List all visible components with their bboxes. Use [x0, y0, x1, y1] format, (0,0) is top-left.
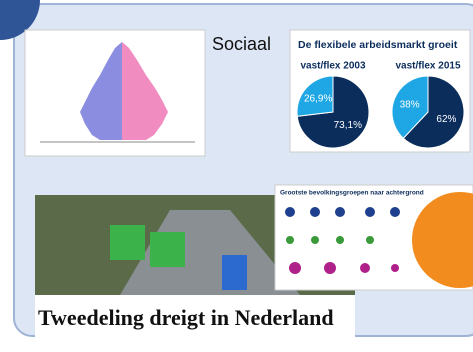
flex-title: De flexibele arbeidsmarkt groeit — [298, 39, 458, 51]
photo-headline: Tweedeling dreigt in Nederland — [38, 305, 334, 330]
corner-circle — [0, 0, 40, 40]
pie-slice — [391, 75, 429, 139]
infographic-dots — [285, 207, 400, 217]
photo-cart — [110, 225, 145, 260]
pie-slice — [402, 75, 465, 149]
pie-slice — [296, 75, 334, 117]
photo-suitcase — [222, 255, 247, 290]
pie-label: vast/flex 2015 — [395, 61, 460, 72]
pyramid-women — [122, 42, 168, 140]
infographic-title: Grootste bevolkingsgroepen naar achtergr… — [280, 190, 424, 197]
pie-value-label: 62% — [436, 114, 456, 125]
photo-road — [120, 210, 300, 295]
pyramid-men — [80, 42, 122, 140]
infographic-dots — [289, 262, 399, 274]
pie-value-label: 38% — [400, 99, 420, 110]
pie-value-label: 26,9% — [304, 94, 332, 105]
infographic-circle — [412, 192, 473, 288]
slide-title: Sociaal — [212, 34, 271, 54]
pie-value-label: 73,1% — [334, 120, 362, 131]
pie-label: vast/flex 2003 — [300, 61, 365, 72]
photo-cart — [150, 232, 185, 267]
infographic-dots — [286, 236, 374, 244]
